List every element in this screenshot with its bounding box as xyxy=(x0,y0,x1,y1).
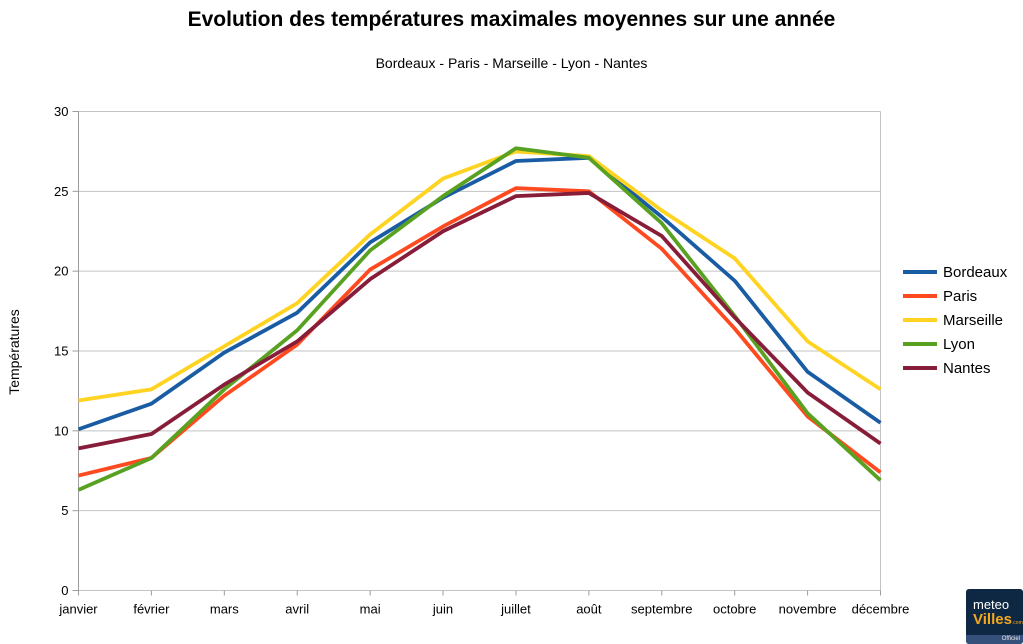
x-tick-label: août xyxy=(576,602,602,617)
series-line-marseille xyxy=(78,149,882,403)
legend-item-bordeaux: Bordeaux xyxy=(903,260,1007,284)
logo-officiel-badge: Officiel xyxy=(966,635,1023,644)
x-tick-label: janvier xyxy=(58,602,98,617)
x-tick-label: novembre xyxy=(779,602,837,617)
x-tick-label: avril xyxy=(285,602,309,617)
x-tick-label: décembre xyxy=(852,602,910,617)
x-tick-label: mai xyxy=(360,602,381,617)
y-tick-label: 10 xyxy=(54,423,68,438)
legend-label: Paris xyxy=(943,287,978,305)
legend-swatch-nantes xyxy=(903,366,937,370)
legend-item-nantes: Nantes xyxy=(903,356,1007,380)
chart-subtitle: Bordeaux - Paris - Marseille - Lyon - Na… xyxy=(375,55,648,71)
x-tick-label: juin xyxy=(432,602,453,617)
series-line-lyon xyxy=(77,146,882,492)
legend-item-marseille: Marseille xyxy=(903,308,1007,332)
y-tick-label: 15 xyxy=(54,344,68,359)
chart-title: Evolution des températures maximales moy… xyxy=(187,8,836,31)
logo-text-meteo: meteo xyxy=(973,597,1010,612)
y-tick-label: 20 xyxy=(54,264,68,279)
meteovilles-logo: meteo Villes.com Officiel xyxy=(966,589,1023,644)
legend-swatch-bordeaux xyxy=(903,270,937,274)
legend-label: Nantes xyxy=(943,359,991,377)
x-tick-label: février xyxy=(133,602,170,617)
y-tick-label: 25 xyxy=(54,184,68,199)
y-tick-label: 30 xyxy=(54,104,68,119)
series-line-paris xyxy=(78,186,882,478)
legend-item-paris: Paris xyxy=(903,284,1007,308)
legend-swatch-paris xyxy=(903,294,937,298)
legend-swatch-lyon xyxy=(903,342,937,346)
legend-swatch-marseille xyxy=(903,318,937,322)
logo-text-villes: Villes.com xyxy=(973,611,1023,628)
legend-label: Marseille xyxy=(943,311,1004,329)
logo-suffix: .com xyxy=(1011,620,1023,626)
x-tick-label: juillet xyxy=(500,602,531,617)
y-tick-label: 5 xyxy=(61,503,68,518)
legend-label: Bordeaux xyxy=(943,263,1008,281)
legend-label: Lyon xyxy=(943,335,975,353)
legend-item-lyon: Lyon xyxy=(903,332,1007,356)
x-tick-label: mars xyxy=(210,602,239,617)
chart-legend: Bordeaux Paris Marseille Lyon Nantes xyxy=(903,260,1007,380)
x-tick-label: octobre xyxy=(713,602,756,617)
series-line-bordeaux xyxy=(77,155,882,432)
series-line-nantes xyxy=(78,191,882,451)
y-tick-label: 0 xyxy=(61,583,68,598)
x-tick-label: septembre xyxy=(631,602,692,617)
